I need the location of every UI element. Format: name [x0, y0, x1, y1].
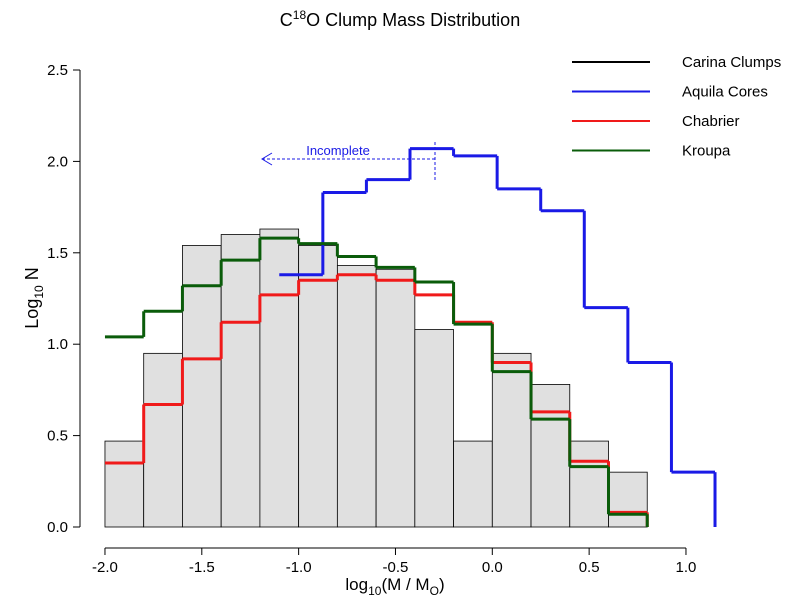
arrow-head	[261, 152, 273, 166]
x-axis-label: log10(M / MO)	[345, 575, 444, 598]
bar	[104, 440, 145, 528]
bar	[414, 329, 454, 528]
bar	[569, 440, 609, 528]
y-tick-label: 0.0	[47, 519, 68, 536]
annotation-text: Incomplete	[306, 143, 370, 158]
bar	[375, 268, 416, 528]
x-tick-label: 0.5	[579, 559, 600, 576]
y-tick-label: 1.0	[47, 336, 68, 353]
y-axis-label: Log10 N	[22, 267, 46, 328]
y-tick-label: 1.5	[47, 245, 68, 262]
bar	[220, 234, 261, 528]
bar	[143, 352, 183, 528]
bar	[453, 440, 493, 528]
bar	[298, 245, 338, 528]
legend-label: Carina Clumps	[682, 54, 781, 71]
bar	[491, 352, 532, 528]
bar	[259, 228, 300, 528]
x-tick-label: -2.0	[92, 559, 118, 576]
legend-label: Chabrier	[682, 113, 740, 130]
x-tick-label: -0.5	[383, 559, 409, 576]
y-tick-label: 2.0	[47, 153, 68, 170]
legend-label: Kroupa	[682, 143, 731, 160]
bar	[336, 265, 377, 528]
x-tick-label: -1.0	[286, 559, 312, 576]
y-tick-label: 2.5	[47, 62, 68, 79]
x-tick-label: -1.5	[189, 559, 215, 576]
legend-label: Aquila Cores	[682, 84, 768, 101]
y-tick-label: 0.5	[47, 428, 68, 445]
chart-title: C18O Clump Mass Distribution	[280, 8, 520, 30]
bar	[182, 245, 222, 528]
x-tick-label: 0.0	[482, 559, 503, 576]
bar	[608, 471, 648, 528]
x-tick-label: 1.0	[676, 559, 697, 576]
bar	[530, 384, 571, 528]
